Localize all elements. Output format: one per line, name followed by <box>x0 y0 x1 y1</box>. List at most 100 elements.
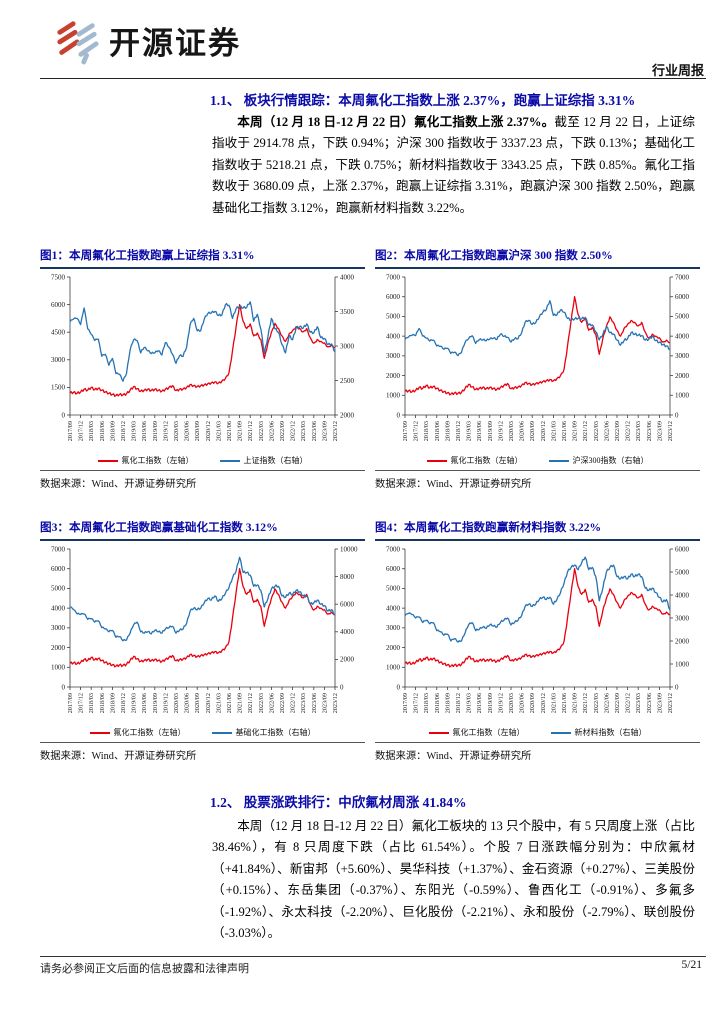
svg-text:1000: 1000 <box>675 392 690 400</box>
legend-label: 基础化工指数（右轴） <box>235 728 316 737</box>
svg-text:4000: 4000 <box>675 332 690 340</box>
svg-text:2023/12: 2023/12 <box>667 693 674 713</box>
svg-text:1000: 1000 <box>386 664 401 672</box>
svg-text:2022/12: 2022/12 <box>290 693 297 713</box>
svg-text:2019/09: 2019/09 <box>152 693 159 713</box>
svg-text:2022/03: 2022/03 <box>593 421 600 441</box>
svg-text:2021/09: 2021/09 <box>237 421 244 441</box>
svg-text:2018/06: 2018/06 <box>434 693 441 713</box>
svg-text:0: 0 <box>62 683 66 691</box>
svg-text:10000: 10000 <box>340 545 358 553</box>
footer-divider <box>40 956 706 957</box>
legend-line-swatch <box>548 459 569 462</box>
svg-text:0: 0 <box>62 411 66 419</box>
svg-text:2019/12: 2019/12 <box>162 421 169 441</box>
svg-text:6000: 6000 <box>51 565 66 573</box>
svg-text:2023/09: 2023/09 <box>656 693 663 713</box>
svg-text:2021/12: 2021/12 <box>582 421 589 441</box>
section-2-title: 1.2、 股票涨跌排行：中欣氟材周涨 41.84% <box>210 795 467 810</box>
svg-text:5000: 5000 <box>675 313 690 321</box>
svg-text:3000: 3000 <box>386 352 401 360</box>
svg-text:4000: 4000 <box>386 332 401 340</box>
svg-text:2022/03: 2022/03 <box>593 693 600 713</box>
svg-text:2000: 2000 <box>675 372 690 380</box>
legend-label: 氟化工指数（左轴） <box>450 456 523 465</box>
svg-text:2021/09: 2021/09 <box>572 421 579 441</box>
figure-1-chart-canvas: 0 1500 3000 4500 6000 7500 2000 2500 3000 3500 400… <box>51 273 355 441</box>
svg-text:2019/06: 2019/06 <box>141 421 148 441</box>
svg-text:2020/12: 2020/12 <box>205 693 212 713</box>
svg-text:2023/09: 2023/09 <box>321 421 328 441</box>
svg-text:2018/09: 2018/09 <box>444 421 451 441</box>
svg-text:2019/12: 2019/12 <box>162 693 169 713</box>
svg-text:2018/12: 2018/12 <box>120 421 127 441</box>
svg-text:2017/09: 2017/09 <box>402 421 409 441</box>
svg-text:2020/03: 2020/03 <box>508 421 515 441</box>
legend-label: 氟化工指数（左轴） <box>121 456 194 465</box>
svg-text:2021/03: 2021/03 <box>215 421 222 441</box>
svg-text:5000: 5000 <box>51 585 66 593</box>
svg-text:2019/03: 2019/03 <box>466 693 473 713</box>
svg-text:2020/06: 2020/06 <box>519 693 526 713</box>
figure-1-title: 图1：本周氟化工指数跑赢上证综指 3.31% <box>40 247 365 269</box>
svg-text:2017/12: 2017/12 <box>78 693 85 713</box>
svg-text:3000: 3000 <box>675 614 690 622</box>
figure-2: 图2：本周氟化工指数跑赢沪深 300 指数 2.50% 0 1000 2000 300… <box>375 247 700 490</box>
svg-text:4000: 4000 <box>51 604 66 612</box>
legend-label: 新材料指数（右轴） <box>574 728 647 737</box>
report-type-label: 行业周报 <box>651 63 704 78</box>
svg-text:2020/06: 2020/06 <box>184 693 191 713</box>
section-2-paragraph: 本周（12 月 18 日-12 月 22 日）氟化工板块的 13 只个股中，有 … <box>212 819 695 941</box>
svg-text:2019/09: 2019/09 <box>152 421 159 441</box>
svg-text:2018/03: 2018/03 <box>88 693 95 713</box>
svg-text:2021/06: 2021/06 <box>226 693 233 713</box>
svg-text:2022/06: 2022/06 <box>268 421 275 441</box>
svg-text:2023/03: 2023/03 <box>635 421 642 441</box>
legend-line-swatch <box>97 459 118 462</box>
svg-text:0: 0 <box>397 683 401 691</box>
svg-text:2019/09: 2019/09 <box>487 421 494 441</box>
figure-2-chart-canvas: 0 1000 2000 3000 4000 5000 6000 7000 0 1000 2000 30… <box>386 273 690 441</box>
svg-text:0: 0 <box>675 683 679 691</box>
svg-text:2017/09: 2017/09 <box>67 421 74 441</box>
svg-text:0: 0 <box>340 683 344 691</box>
svg-text:2021/09: 2021/09 <box>572 693 579 713</box>
svg-text:7000: 7000 <box>386 273 401 281</box>
svg-text:4000: 4000 <box>386 604 401 612</box>
svg-text:2018/09: 2018/09 <box>444 693 451 713</box>
svg-text:2020/09: 2020/09 <box>529 693 536 713</box>
legend-label: 沪深300指数（右轴） <box>572 456 649 465</box>
svg-text:2020/03: 2020/03 <box>173 421 180 441</box>
svg-text:6000: 6000 <box>340 601 355 609</box>
svg-text:2017/12: 2017/12 <box>413 693 420 713</box>
svg-text:2020/12: 2020/12 <box>205 421 212 441</box>
svg-text:2000: 2000 <box>675 637 690 645</box>
svg-text:2021/12: 2021/12 <box>247 693 254 713</box>
svg-text:3000: 3000 <box>386 624 401 632</box>
svg-text:2019/03: 2019/03 <box>131 693 138 713</box>
figure-3-chart-canvas: 0 1000 2000 3000 4000 5000 6000 7000 0 2000 4000 60… <box>51 545 358 713</box>
svg-text:1000: 1000 <box>675 660 690 668</box>
svg-text:2018/12: 2018/12 <box>120 693 127 713</box>
legend-line-swatch <box>428 731 449 734</box>
svg-text:2022/09: 2022/09 <box>614 421 621 441</box>
svg-text:4000: 4000 <box>340 628 355 636</box>
legend-item: 氟化工指数（左轴） <box>428 727 525 738</box>
svg-text:2022/03: 2022/03 <box>258 421 265 441</box>
svg-text:6000: 6000 <box>386 565 401 573</box>
svg-text:2019/09: 2019/09 <box>487 693 494 713</box>
legend-item: 氟化工指数（左轴） <box>97 455 194 466</box>
legend-label: 上证指数（右轴） <box>243 456 308 465</box>
svg-text:2020/03: 2020/03 <box>508 693 515 713</box>
legend-line-swatch <box>219 459 240 462</box>
svg-text:7000: 7000 <box>386 545 401 553</box>
svg-text:7500: 7500 <box>51 273 66 281</box>
svg-text:6000: 6000 <box>675 545 690 553</box>
svg-text:2020/09: 2020/09 <box>194 421 201 441</box>
svg-text:2017/09: 2017/09 <box>67 693 74 713</box>
svg-text:2018/06: 2018/06 <box>99 693 106 713</box>
svg-text:2018/03: 2018/03 <box>423 693 430 713</box>
svg-text:1500: 1500 <box>51 384 66 392</box>
figure-3-legend: 氟化工指数（左轴） 基础化工指数（右轴） <box>40 727 365 738</box>
svg-text:2000: 2000 <box>51 644 66 652</box>
